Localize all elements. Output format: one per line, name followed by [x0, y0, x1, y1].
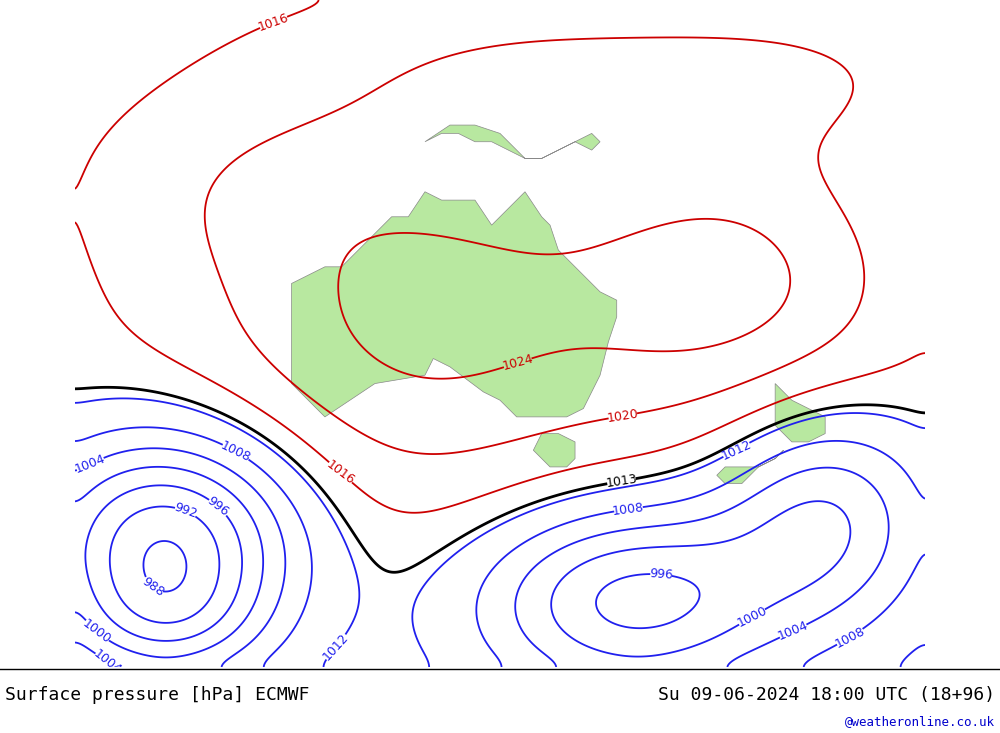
Text: 1000: 1000: [735, 604, 769, 630]
Text: 1016: 1016: [324, 457, 357, 487]
Text: 1020: 1020: [606, 407, 639, 424]
Text: 1004: 1004: [73, 452, 108, 476]
Text: 1000: 1000: [80, 616, 114, 646]
Text: @weatheronline.co.uk: @weatheronline.co.uk: [845, 715, 995, 728]
Text: 1008: 1008: [612, 501, 645, 517]
Text: 996: 996: [649, 567, 673, 582]
Text: 1012: 1012: [719, 438, 753, 463]
Polygon shape: [425, 125, 600, 158]
Text: Su 09-06-2024 18:00 UTC (18+96): Su 09-06-2024 18:00 UTC (18+96): [658, 686, 995, 704]
Text: 1016: 1016: [256, 11, 291, 34]
Text: 1008: 1008: [219, 439, 253, 465]
Text: 1004: 1004: [91, 648, 124, 677]
Text: 1008: 1008: [833, 624, 867, 650]
Text: 1024: 1024: [501, 353, 535, 373]
Text: 996: 996: [205, 495, 231, 519]
Text: 1004: 1004: [776, 619, 810, 643]
Polygon shape: [533, 433, 575, 467]
Text: 992: 992: [172, 501, 199, 521]
Polygon shape: [717, 450, 783, 484]
Text: 1013: 1013: [605, 472, 638, 490]
Polygon shape: [775, 383, 825, 442]
Text: Surface pressure [hPa] ECMWF: Surface pressure [hPa] ECMWF: [5, 686, 310, 704]
Text: 988: 988: [139, 575, 166, 599]
Text: 1012: 1012: [321, 631, 351, 663]
Polygon shape: [292, 192, 617, 417]
